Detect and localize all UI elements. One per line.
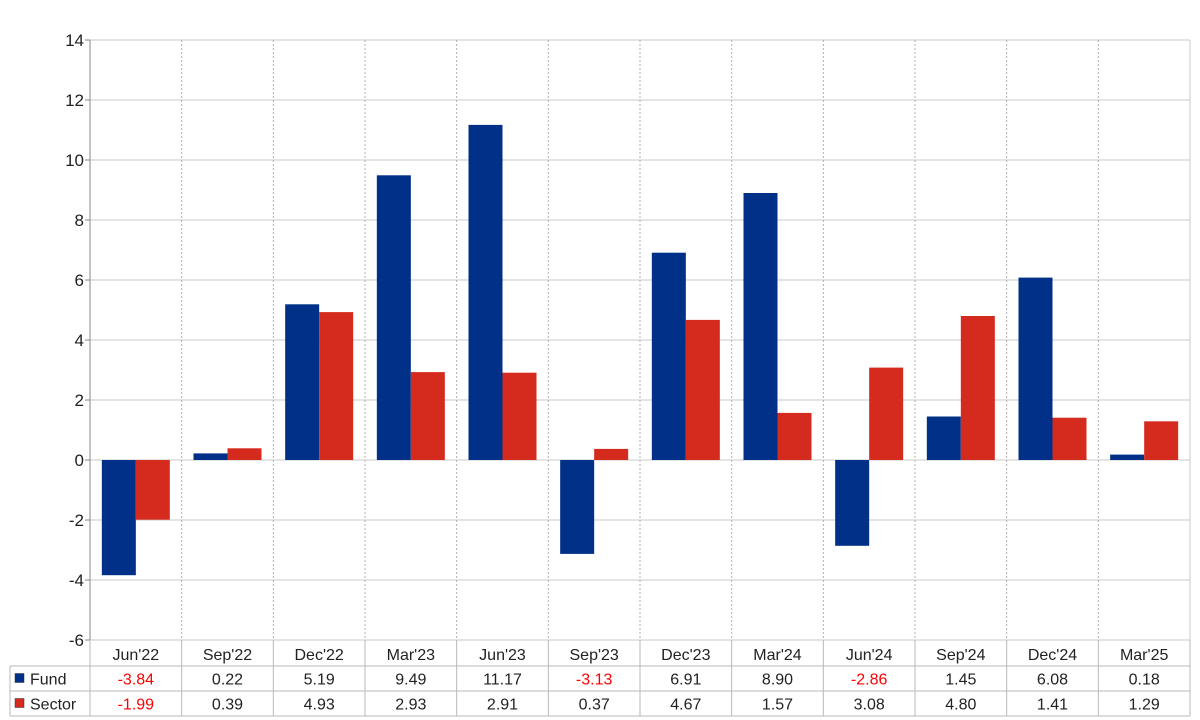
y-axis: -6 -4 -2 0 2 4 6 8 10 12 14 — [65, 31, 91, 650]
sector-bar — [319, 312, 354, 460]
fund-bar — [376, 175, 411, 461]
data-label: 2.91 — [487, 697, 518, 714]
y-tick-label: 8 — [75, 211, 84, 230]
fund-legend-swatch — [14, 673, 25, 683]
sector-bar — [869, 367, 904, 460]
y-tick-label: 10 — [65, 151, 84, 170]
sector-bar — [135, 460, 170, 520]
fund-bar — [1018, 277, 1053, 460]
category-label: Dec'23 — [661, 647, 710, 664]
sector-bar — [960, 316, 995, 460]
y-tick-label: -4 — [69, 571, 84, 590]
fund-bar — [743, 193, 778, 460]
data-label: 4.80 — [945, 697, 976, 714]
data-label: 3.08 — [854, 697, 885, 714]
data-label: 6.91 — [670, 672, 701, 689]
y-tick-label: -6 — [69, 631, 84, 650]
data-label: 0.39 — [212, 697, 243, 714]
data-label: 6.08 — [1037, 672, 1068, 689]
data-label: -3.13 — [576, 672, 613, 689]
data-label: 4.93 — [304, 697, 335, 714]
data-label: 4.67 — [670, 697, 701, 714]
y-tick-label: 0 — [75, 451, 84, 470]
data-label: -1.99 — [118, 697, 155, 714]
y-tick-label: 12 — [65, 91, 84, 110]
sector-bar — [410, 372, 445, 460]
sector-bar — [594, 448, 629, 460]
data-label: 2.93 — [395, 697, 426, 714]
data-table: Fund -3.84 0.22 5.19 9.49 11.17 -3.13 6.91 8.90 -… — [9, 640, 1191, 717]
category-label: Jun'22 — [113, 647, 160, 664]
data-label: -3.84 — [118, 672, 155, 689]
fund-legend-label: Fund — [30, 672, 66, 689]
fund-bar — [101, 460, 136, 576]
data-label: 8.90 — [762, 672, 793, 689]
fund-bar — [560, 460, 595, 554]
data-label: 1.29 — [1129, 697, 1160, 714]
data-label: 1.57 — [762, 697, 793, 714]
category-label: Mar'25 — [1120, 647, 1169, 664]
category-label: Mar'23 — [387, 647, 436, 664]
fund-bar — [926, 416, 961, 460]
y-tick-label: 2 — [75, 391, 84, 410]
sector-bar — [777, 412, 812, 460]
fund-bar — [193, 453, 228, 460]
data-label: 11.17 — [483, 672, 522, 689]
data-label: 5.19 — [304, 672, 335, 689]
fund-bar — [651, 252, 686, 460]
category-label: Sep'23 — [570, 647, 619, 664]
fund-bar — [468, 124, 503, 461]
category-label: Mar'24 — [753, 647, 802, 664]
y-tick-label: 14 — [65, 31, 84, 50]
fund-bar — [835, 460, 870, 546]
category-label: Dec'24 — [1028, 647, 1077, 664]
data-label: 9.49 — [395, 672, 426, 689]
sector-bar — [502, 372, 537, 460]
sector-bar — [227, 448, 262, 460]
category-label: Jun'24 — [846, 647, 893, 664]
category-labels: Jun'22 Sep'22 Dec'22 Mar'23 Jun'23 Sep'23 Dec'… — [113, 647, 1169, 664]
fund-bar — [285, 304, 320, 460]
sector-bar — [685, 319, 720, 460]
sector-bar — [1052, 417, 1087, 460]
y-tick-label: 4 — [75, 331, 84, 350]
data-label: 1.41 — [1037, 697, 1068, 714]
data-label: -2.86 — [851, 672, 888, 689]
y-tick-label: 6 — [75, 271, 84, 290]
bars — [101, 124, 1179, 576]
category-label: Sep'24 — [936, 647, 985, 664]
sector-legend-swatch — [14, 698, 25, 708]
data-label: 0.37 — [579, 697, 610, 714]
sector-legend-label: Sector — [30, 697, 77, 714]
category-label: Jun'23 — [479, 647, 526, 664]
data-label: 0.22 — [212, 672, 243, 689]
sector-bar — [1144, 421, 1179, 460]
category-label: Dec'22 — [295, 647, 344, 664]
category-label: Sep'22 — [203, 647, 252, 664]
fund-bar — [1110, 454, 1145, 460]
data-label: 1.45 — [945, 672, 976, 689]
y-tick-label: -2 — [69, 511, 84, 530]
data-label: 0.18 — [1129, 672, 1160, 689]
